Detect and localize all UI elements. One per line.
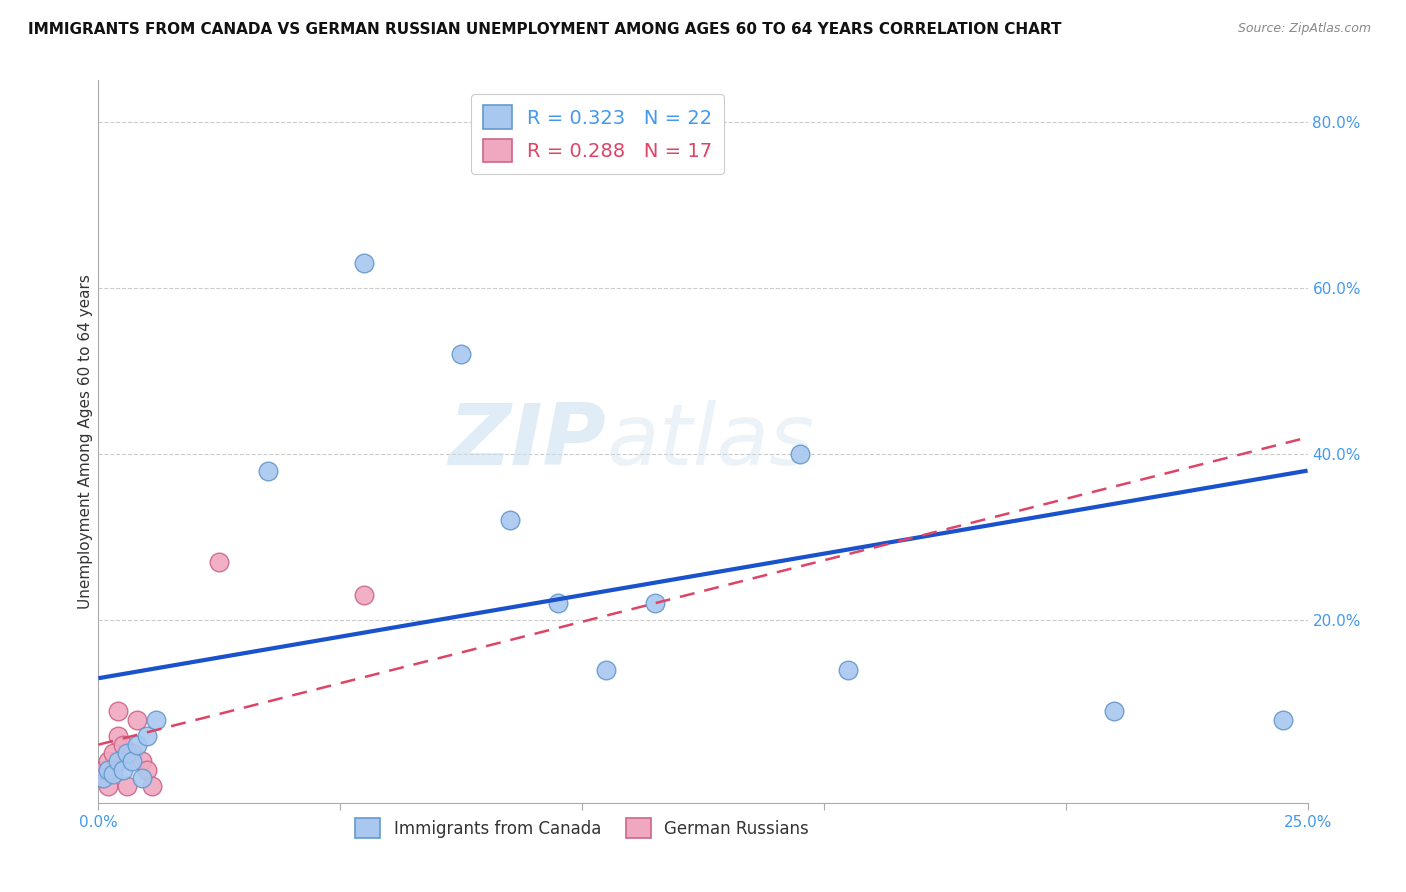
Text: Source: ZipAtlas.com: Source: ZipAtlas.com bbox=[1237, 22, 1371, 36]
Point bbox=[789, 447, 811, 461]
Point bbox=[135, 763, 157, 777]
Point bbox=[595, 663, 617, 677]
Point bbox=[256, 464, 278, 478]
Point bbox=[208, 555, 231, 569]
Point bbox=[141, 779, 163, 793]
Point bbox=[117, 746, 139, 760]
Point bbox=[111, 763, 134, 777]
Point bbox=[101, 763, 124, 777]
Point bbox=[97, 763, 120, 777]
Point bbox=[111, 738, 134, 752]
Point bbox=[450, 347, 472, 361]
Text: ZIP: ZIP bbox=[449, 400, 606, 483]
Point bbox=[107, 730, 129, 744]
Point bbox=[353, 588, 375, 602]
Point bbox=[131, 754, 153, 768]
Point bbox=[547, 597, 569, 611]
Point bbox=[1272, 713, 1295, 727]
Point bbox=[127, 738, 149, 752]
Point bbox=[353, 256, 375, 270]
Point bbox=[107, 705, 129, 719]
Point bbox=[131, 771, 153, 785]
Point bbox=[1102, 705, 1125, 719]
Point bbox=[127, 713, 149, 727]
Point bbox=[121, 746, 143, 760]
Point bbox=[837, 663, 859, 677]
Legend: Immigrants from Canada, German Russians: Immigrants from Canada, German Russians bbox=[349, 812, 815, 845]
Point bbox=[91, 771, 114, 785]
Point bbox=[145, 713, 167, 727]
Point bbox=[97, 754, 120, 768]
Point bbox=[107, 754, 129, 768]
Y-axis label: Unemployment Among Ages 60 to 64 years: Unemployment Among Ages 60 to 64 years bbox=[77, 274, 93, 609]
Point bbox=[498, 513, 520, 527]
Point bbox=[91, 771, 114, 785]
Point bbox=[135, 730, 157, 744]
Point bbox=[117, 779, 139, 793]
Point bbox=[101, 746, 124, 760]
Point bbox=[101, 766, 124, 780]
Text: atlas: atlas bbox=[606, 400, 814, 483]
Point bbox=[121, 754, 143, 768]
Point bbox=[644, 597, 666, 611]
Point bbox=[91, 763, 114, 777]
Point bbox=[97, 779, 120, 793]
Text: IMMIGRANTS FROM CANADA VS GERMAN RUSSIAN UNEMPLOYMENT AMONG AGES 60 TO 64 YEARS : IMMIGRANTS FROM CANADA VS GERMAN RUSSIAN… bbox=[28, 22, 1062, 37]
